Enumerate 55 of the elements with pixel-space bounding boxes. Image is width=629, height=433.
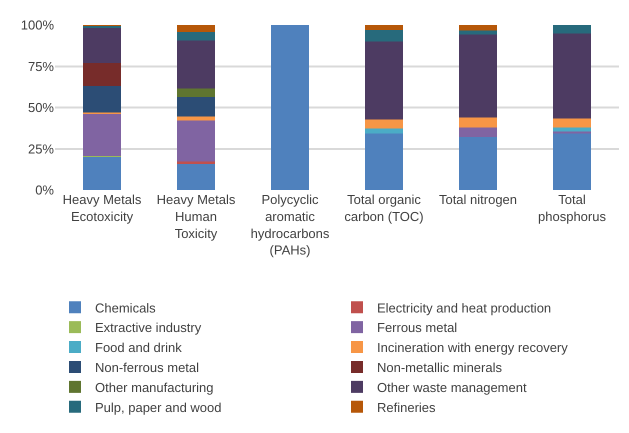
legend-label: Incineration with energy recovery (377, 340, 568, 356)
legend-label: Refineries (377, 400, 436, 415)
legend-label: Pulp, paper and wood (95, 400, 222, 415)
bar (553, 127, 591, 132)
y-tick-label: 50% (28, 100, 54, 116)
x-tick-label: Heavy Metals Human Toxicity (156, 192, 236, 241)
bar (271, 25, 309, 190)
bar (177, 164, 215, 190)
bar (83, 27, 121, 63)
x-tick-label: Polycyclic aromatic hydrocarbons (PAHs) (250, 192, 330, 258)
legend-label: Non-metallic minerals (377, 360, 502, 376)
y-tick-label: 25% (28, 141, 54, 156)
bar (553, 25, 591, 34)
bar (459, 137, 497, 190)
bar (459, 25, 497, 30)
bar (83, 86, 121, 112)
bar (177, 32, 215, 40)
bar (365, 30, 403, 42)
bar (365, 134, 403, 190)
x-tick-label: Heavy Metals Ecotoxicity (62, 192, 142, 224)
bar (177, 25, 215, 32)
bar (459, 118, 497, 128)
bar (553, 33, 591, 119)
bar (553, 118, 591, 128)
bar (177, 120, 215, 162)
legend-label: Other manufacturing (95, 380, 214, 395)
y-tick-label: 0% (35, 182, 54, 198)
bar (83, 157, 121, 190)
bar (553, 134, 591, 190)
x-tick-label: Total nitrogen (438, 192, 518, 207)
y-tick-label: 75% (28, 58, 54, 74)
legend-label: Ferrous metal (377, 320, 458, 336)
legend-label: Other waste management (377, 380, 527, 395)
bar (83, 62, 121, 86)
bar (83, 113, 121, 156)
legend-label: Extractive industry (95, 320, 202, 336)
bar (459, 34, 497, 118)
bar (177, 116, 215, 120)
bar (365, 25, 403, 30)
x-tick-label: Total phosphorus (538, 192, 606, 224)
bar (459, 30, 497, 34)
x-tick-label: Total organic carbon (TOC) (344, 192, 424, 224)
bar (365, 120, 403, 128)
bar (177, 88, 215, 98)
bar (459, 127, 497, 138)
bar (365, 128, 403, 134)
legend-label: Chemicals (95, 300, 156, 316)
bar (177, 162, 215, 164)
bar (177, 40, 215, 89)
legend-label: Food and drink (95, 340, 182, 356)
legend-label: Electricity and heat production (377, 300, 552, 316)
legend-label: Non-ferrous metal (95, 360, 200, 376)
y-tick-label: 100% (20, 18, 54, 33)
bar (365, 42, 403, 120)
bar (177, 97, 215, 117)
